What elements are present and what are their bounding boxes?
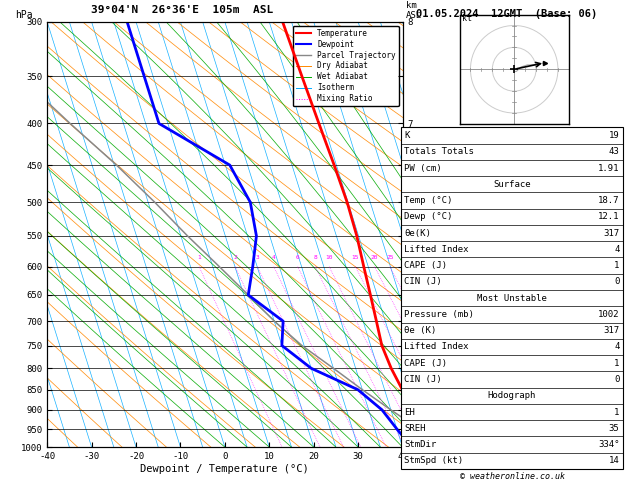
- Text: Temp (°C): Temp (°C): [404, 196, 453, 205]
- Text: Hodograph: Hodograph: [488, 391, 536, 400]
- Text: EH: EH: [404, 408, 415, 417]
- Legend: Temperature, Dewpoint, Parcel Trajectory, Dry Adiabat, Wet Adiabat, Isotherm, Mi: Temperature, Dewpoint, Parcel Trajectory…: [292, 26, 399, 106]
- Text: Totals Totals: Totals Totals: [404, 147, 474, 156]
- Text: 317: 317: [603, 326, 620, 335]
- X-axis label: Dewpoint / Temperature (°C): Dewpoint / Temperature (°C): [140, 464, 309, 474]
- Text: 20: 20: [371, 255, 379, 260]
- Text: 25: 25: [386, 255, 394, 260]
- Text: 1.91: 1.91: [598, 163, 620, 173]
- Text: km
ASL: km ASL: [406, 1, 422, 20]
- Text: © weatheronline.co.uk: © weatheronline.co.uk: [460, 472, 564, 481]
- Text: 43: 43: [609, 147, 620, 156]
- Text: hPa: hPa: [15, 10, 33, 20]
- Text: 15: 15: [352, 255, 359, 260]
- Text: 1: 1: [614, 359, 620, 368]
- Text: θe(K): θe(K): [404, 228, 431, 238]
- Text: 6: 6: [296, 255, 299, 260]
- Text: 01.05.2024  12GMT  (Base: 06): 01.05.2024 12GMT (Base: 06): [416, 9, 597, 19]
- Text: Lifted Index: Lifted Index: [404, 343, 469, 351]
- Text: 8: 8: [313, 255, 317, 260]
- Text: 18.7: 18.7: [598, 196, 620, 205]
- Text: 19: 19: [609, 131, 620, 140]
- Text: LCL: LCL: [409, 413, 423, 422]
- Text: Mixing Ratio (g/kg): Mixing Ratio (g/kg): [462, 187, 471, 282]
- Text: 10: 10: [325, 255, 333, 260]
- Text: 35: 35: [609, 424, 620, 433]
- Text: Most Unstable: Most Unstable: [477, 294, 547, 303]
- Text: 3: 3: [255, 255, 259, 260]
- Text: 1: 1: [614, 408, 620, 417]
- Text: 4: 4: [614, 343, 620, 351]
- Text: kt: kt: [462, 14, 472, 23]
- Text: Dewp (°C): Dewp (°C): [404, 212, 453, 221]
- Text: 39°04'N  26°36'E  105m  ASL: 39°04'N 26°36'E 105m ASL: [91, 5, 274, 16]
- Text: CIN (J): CIN (J): [404, 278, 442, 286]
- Text: 0: 0: [614, 375, 620, 384]
- Text: CIN (J): CIN (J): [404, 375, 442, 384]
- Text: SREH: SREH: [404, 424, 426, 433]
- Text: 0: 0: [614, 278, 620, 286]
- Text: CAPE (J): CAPE (J): [404, 261, 447, 270]
- Text: 317: 317: [603, 228, 620, 238]
- Text: K: K: [404, 131, 410, 140]
- Text: 4: 4: [272, 255, 276, 260]
- Text: 4: 4: [614, 245, 620, 254]
- Text: 14: 14: [609, 456, 620, 466]
- Text: 12.1: 12.1: [598, 212, 620, 221]
- Text: 2: 2: [233, 255, 237, 260]
- Text: StmSpd (kt): StmSpd (kt): [404, 456, 464, 466]
- Text: Surface: Surface: [493, 180, 531, 189]
- Text: Pressure (mb): Pressure (mb): [404, 310, 474, 319]
- Text: CAPE (J): CAPE (J): [404, 359, 447, 368]
- Text: PW (cm): PW (cm): [404, 163, 442, 173]
- Text: 1: 1: [614, 261, 620, 270]
- Text: θe (K): θe (K): [404, 326, 437, 335]
- Text: StmDir: StmDir: [404, 440, 437, 449]
- Text: 334°: 334°: [598, 440, 620, 449]
- Text: Lifted Index: Lifted Index: [404, 245, 469, 254]
- Text: 1: 1: [198, 255, 201, 260]
- Text: 1002: 1002: [598, 310, 620, 319]
